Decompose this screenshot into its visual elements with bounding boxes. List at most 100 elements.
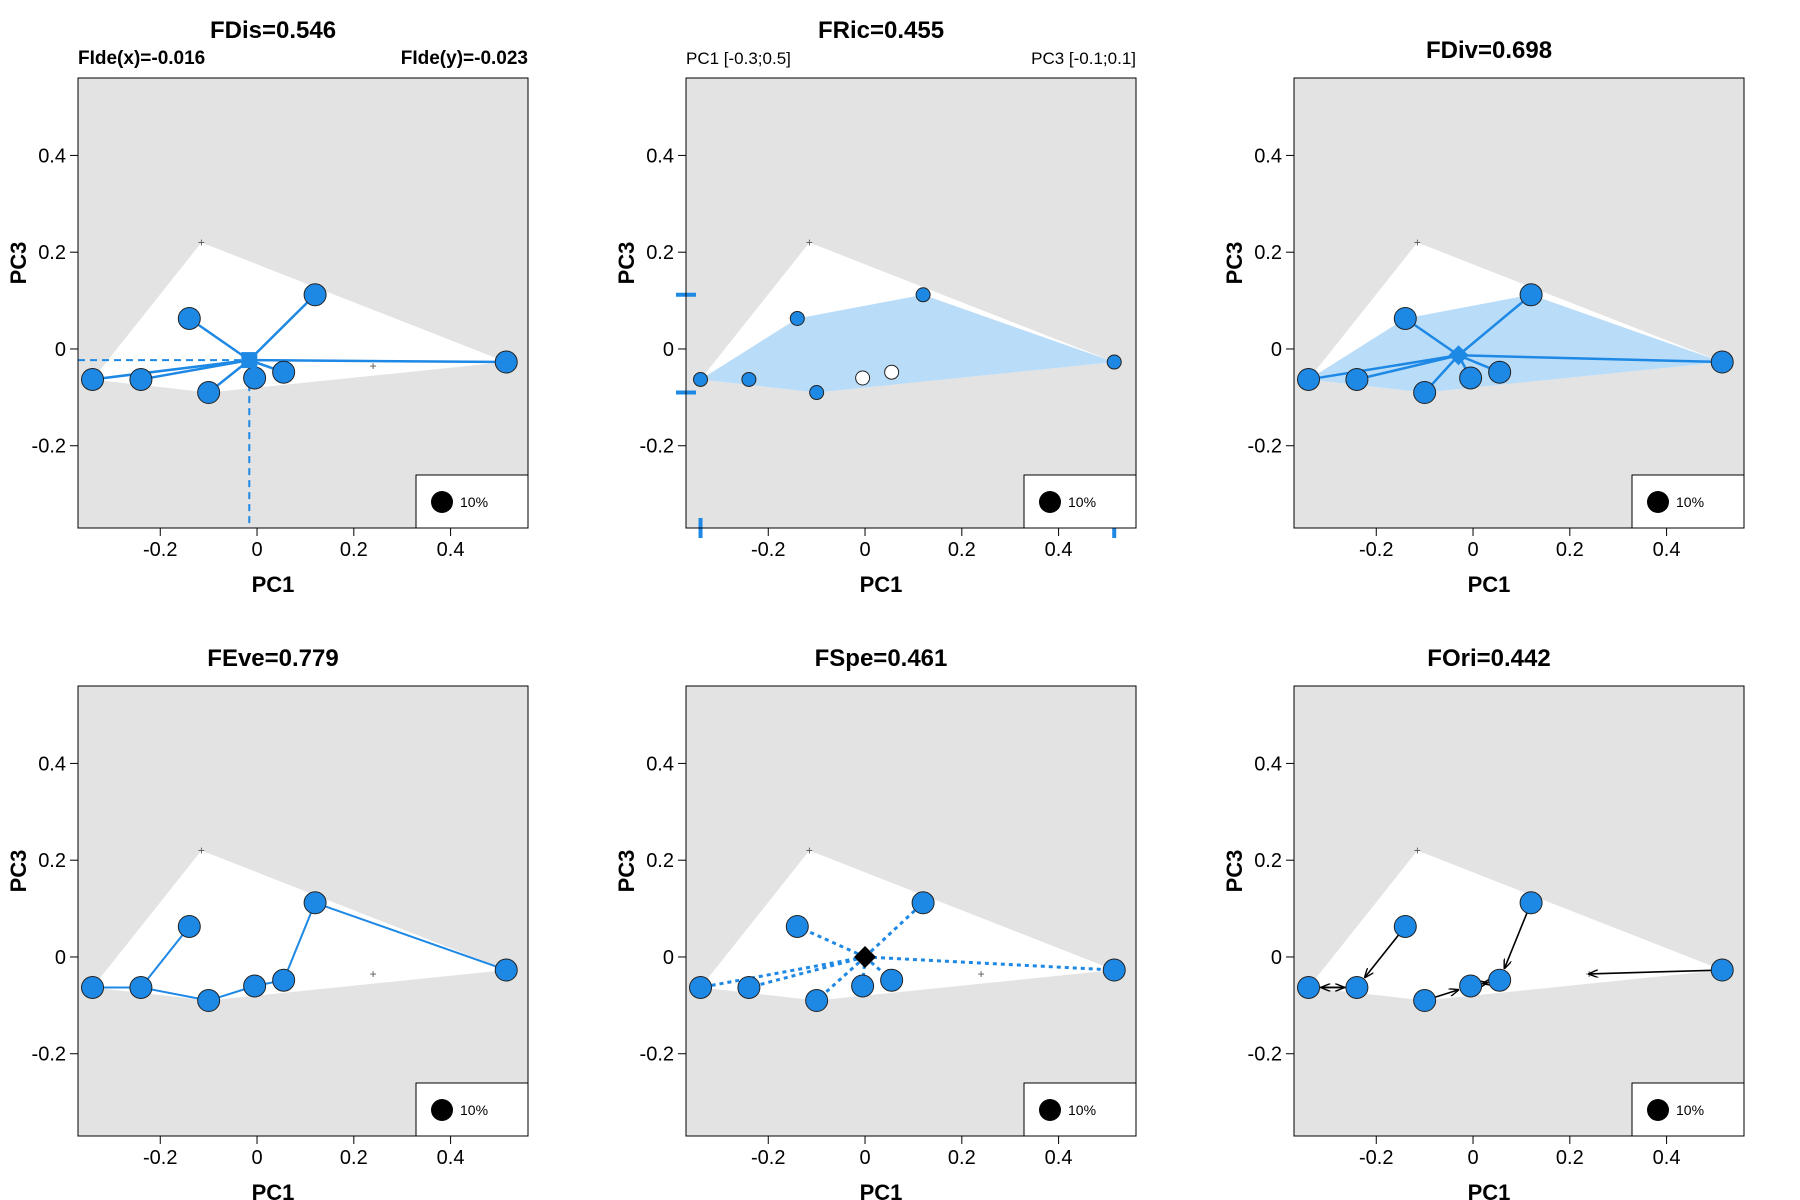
mst-edge [282, 902, 317, 981]
panel-fori: ++10%-0.2 0 0.2 0.4-0.200.20.4PC1PC3FOri=0.… [1222, 645, 1745, 1200]
mst-edge [314, 901, 507, 971]
plus-marker: + [1414, 844, 1421, 858]
x-tick-label: -0.2 [751, 1147, 785, 1169]
global-hull [92, 242, 507, 393]
species-point [880, 968, 904, 992]
x-tick-label: 0.4 [1045, 539, 1073, 561]
species-point [1519, 283, 1543, 307]
y-tick-label: -0.2 [640, 1044, 674, 1066]
y-tick-label: -0.2 [1248, 1044, 1282, 1066]
species-point [1488, 968, 1512, 992]
hull-vertex-point [789, 310, 805, 326]
x-axis-title: PC1 [860, 572, 903, 597]
species-point [1413, 989, 1437, 1013]
y-tick-label: 0.2 [1254, 850, 1282, 872]
legend-label: 10% [1068, 1102, 1096, 1118]
legend-label: 10% [460, 494, 488, 510]
interior-point [884, 364, 900, 380]
x-tick-label: 0.2 [1556, 1147, 1584, 1169]
x-tick-label: 0 [251, 1147, 262, 1169]
y-tick-label: 0.2 [38, 850, 66, 872]
y-tick-label: 0.4 [1254, 753, 1282, 775]
y-tick-label: 0 [663, 947, 674, 969]
species-point [1459, 974, 1483, 998]
legend-symbol [1039, 491, 1061, 513]
divergence-line [1356, 354, 1459, 381]
specialization-line [700, 955, 866, 989]
species-point [1459, 366, 1483, 390]
x-tick-label: 0.4 [1653, 539, 1681, 561]
x-tick-label: 0.2 [340, 539, 368, 561]
x-tick-label: 0.4 [437, 539, 465, 561]
species-point [129, 975, 153, 999]
plot-border [685, 77, 1137, 529]
x-tick-label: -0.2 [143, 539, 177, 561]
plus-marker: + [1414, 236, 1421, 250]
panel-fdis: + +10% -0.2 0 0.2 0.4 -0.2 0 0.2 0.4 PC1 PC3 FDis=0.… [6, 17, 529, 597]
y-tick-label: -0.2 [32, 436, 66, 458]
subtitle-right: PC3 [-0.1;0.1] [1031, 49, 1136, 68]
plus-marker: + [978, 967, 985, 981]
species-point [1519, 891, 1543, 915]
panel-title: FSpe=0.461 [815, 645, 948, 672]
specialization-line [864, 901, 925, 959]
y-tick-label: 0.2 [646, 850, 674, 872]
legend-symbol [431, 1099, 453, 1121]
species-point [1297, 367, 1321, 391]
species-point [1393, 914, 1417, 938]
species-point [1710, 350, 1734, 374]
y-tick-label: 0.4 [38, 753, 66, 775]
species-point [911, 891, 935, 915]
global-hull [92, 850, 507, 1001]
dispersion-line [92, 358, 250, 381]
panel-fric: ++10%-0.200.20.4-0.200.20.4PC1PC3FRic=0.… [614, 17, 1137, 597]
hull-vertex-point [809, 385, 825, 401]
plot-border [685, 685, 1137, 1137]
x-tick-label: 0.4 [1045, 1147, 1073, 1169]
y-tick-label: 0 [55, 947, 66, 969]
legend-label: 10% [460, 1102, 488, 1118]
centroid-marker [241, 352, 258, 369]
species-point [243, 366, 267, 390]
y-tick-label: 0.2 [1254, 242, 1282, 264]
x-tick-label: -0.2 [1359, 539, 1393, 561]
plus-marker: + [806, 236, 813, 250]
x-axis-title: PC1 [1468, 1180, 1511, 1200]
species-point [197, 381, 221, 405]
global-hull [700, 850, 1115, 1001]
divergence-line [1458, 354, 1723, 364]
panel-title: FDiv=0.698 [1426, 37, 1552, 64]
x-tick-label: 0.4 [437, 1147, 465, 1169]
y-tick-label: -0.2 [1248, 436, 1282, 458]
species-point [737, 975, 761, 999]
hull-vertex-point [741, 371, 757, 387]
x-tick-label: -0.2 [143, 1147, 177, 1169]
specialization-line [864, 955, 893, 982]
y-tick-label: 0 [663, 339, 674, 361]
dispersion-line [188, 317, 251, 362]
subtitle-right: FIde(y)=-0.023 [401, 48, 528, 69]
species-point [494, 958, 518, 982]
y-tick-label: 0.2 [646, 242, 674, 264]
y-tick-label: -0.2 [640, 436, 674, 458]
species-point [243, 974, 267, 998]
x-axis-title: PC1 [252, 1180, 295, 1200]
y-axis-title: PC3 [1222, 850, 1247, 893]
dispersion-line [140, 358, 250, 381]
y-axis-title: PC3 [614, 242, 639, 285]
plus-marker: + [370, 967, 377, 981]
global-hull [1308, 850, 1723, 1001]
species-point [81, 367, 105, 391]
y-tick-label: 0.4 [646, 145, 674, 167]
species-point [1102, 958, 1126, 982]
x-tick-label: 0 [251, 539, 262, 561]
legend-symbol [1039, 1099, 1061, 1121]
divergence-line [1308, 354, 1459, 381]
plus-marker: + [370, 359, 377, 373]
divergence-line [1457, 293, 1532, 357]
species-point [689, 975, 713, 999]
y-tick-label: 0 [55, 339, 66, 361]
species-point [1710, 958, 1734, 982]
x-tick-label: 0.4 [1653, 1147, 1681, 1169]
